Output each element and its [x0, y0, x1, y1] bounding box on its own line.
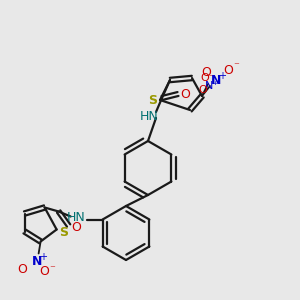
- Text: N⁺: N⁺: [205, 81, 219, 91]
- Text: O: O: [201, 65, 211, 79]
- Text: +: +: [39, 253, 46, 262]
- Text: O: O: [223, 64, 233, 76]
- Text: S: S: [59, 226, 68, 239]
- Text: N: N: [32, 255, 42, 268]
- Text: HN: HN: [67, 211, 86, 224]
- Text: O⁻: O⁻: [201, 73, 215, 83]
- Text: O: O: [40, 265, 50, 278]
- Text: O: O: [72, 221, 82, 234]
- Text: S: S: [148, 94, 158, 107]
- Text: ⁻: ⁻: [50, 265, 56, 275]
- Text: HN: HN: [140, 110, 158, 124]
- Text: ⁻: ⁻: [233, 61, 239, 71]
- Text: O: O: [180, 88, 190, 100]
- Text: O: O: [199, 85, 207, 95]
- Text: N: N: [211, 74, 221, 86]
- Text: +: +: [218, 71, 226, 81]
- Text: O: O: [18, 263, 28, 276]
